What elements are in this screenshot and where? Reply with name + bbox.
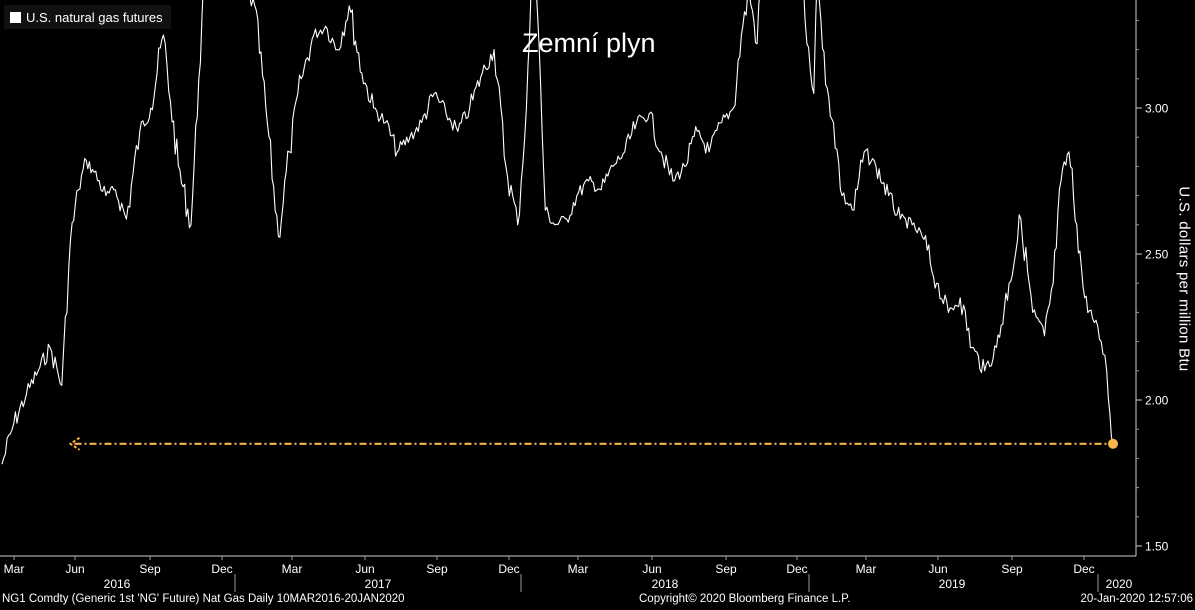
x-month-label: Dec [786, 562, 807, 576]
x-year-label: 2016 [104, 577, 131, 591]
x-month-label: Mar [282, 562, 303, 576]
x-month-label: Mar [856, 562, 877, 576]
y-axis: 1.502.002.503.003.504.004.505.00 [1135, 0, 1169, 556]
level-line-arrowhead [68, 436, 81, 451]
x-month-label: Jun [355, 562, 374, 576]
plot-area [1, 0, 1118, 465]
x-month-label: Mar [4, 562, 25, 576]
legend-swatch [10, 11, 21, 23]
x-month-label: Jun [642, 562, 661, 576]
x-year-label: 2020 [1106, 577, 1133, 591]
footer-ticker-info: NG1 Comdty (Generic 1st 'NG' Future) Nat… [2, 593, 405, 605]
y-tick-label: 2.00 [1145, 394, 1169, 408]
legend-label: U.S. natural gas futures [26, 9, 163, 25]
last-price-marker [1108, 438, 1118, 449]
x-month-label: Dec [1073, 562, 1094, 576]
x-month-label: Sep [715, 562, 737, 576]
x-month-label: Sep [426, 562, 448, 576]
x-month-label: Mar [568, 562, 589, 576]
x-axis: Mar Jun Sep Dec Mar Jun Sep Dec Mar Jun Sep Dec Mar J… [0, 555, 1136, 592]
chart-title: Zemní plyn [522, 28, 656, 58]
y-tick-label: 1.50 [1145, 540, 1169, 554]
x-year-label: 2018 [652, 577, 679, 591]
x-month-label: Jun [65, 562, 84, 576]
x-month-label: Dec [211, 562, 232, 576]
y-axis-label: U.S. dollars per million Btu [1175, 186, 1193, 372]
x-month-label: Jun [928, 562, 947, 576]
series-line-natural-gas [1, 0, 1114, 465]
legend[interactable]: U.S. natural gas futures [4, 5, 171, 29]
x-year-label: 2017 [365, 577, 392, 591]
x-year-label: 2019 [939, 577, 966, 591]
y-tick-label: 3.00 [1145, 102, 1169, 116]
x-month-label: Sep [1001, 562, 1023, 576]
footer-timestamp: 20-Jan-2020 12:57:06 [1080, 593, 1193, 605]
x-month-label: Sep [139, 562, 161, 576]
footer-copyright: Copyright© 2020 Bloomberg Finance L.P. [639, 593, 851, 605]
x-month-label: Dec [498, 562, 519, 576]
y-tick-label: 2.50 [1145, 248, 1169, 262]
